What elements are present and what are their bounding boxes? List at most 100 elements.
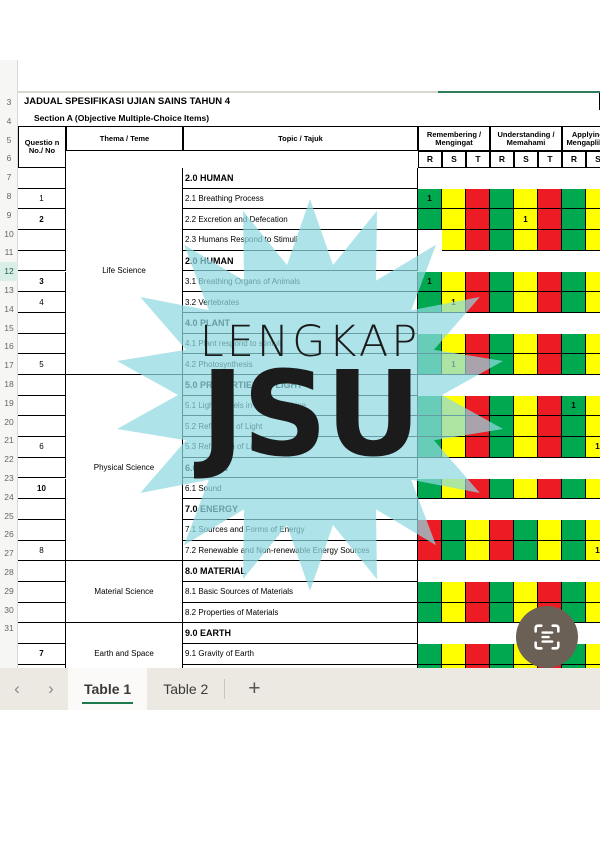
cell-taxonomy-7[interactable] [586, 188, 600, 210]
cell-taxonomy-2[interactable] [466, 250, 490, 272]
cell-taxonomy-2[interactable] [466, 312, 490, 334]
cell-question-no[interactable]: 7 [18, 644, 66, 665]
cell-topic[interactable]: 7.2 Renewable and Non-renewable Energy S… [183, 540, 418, 562]
cell-topic[interactable]: 2.1 Breathing Process [183, 188, 418, 210]
row-number-gutter[interactable]: 3 4 5 6 7 8 9 10 11 12 13 14 15 16 17 18 19 20 21 22 23 24 25 2… [0, 60, 18, 668]
header-group-understanding[interactable]: Understanding / Memahami [490, 126, 562, 151]
cell-taxonomy-1[interactable] [442, 250, 466, 272]
cell-taxonomy-0[interactable] [418, 499, 442, 520]
cell-taxonomy-5[interactable] [538, 168, 562, 189]
cell-taxonomy-1[interactable] [442, 602, 466, 624]
cell-taxonomy-0[interactable] [418, 292, 442, 313]
cell-taxonomy-3[interactable] [490, 561, 514, 582]
cell-taxonomy-4[interactable] [514, 333, 538, 355]
cell-taxonomy-6[interactable] [562, 292, 586, 313]
cell-question-no[interactable] [18, 623, 66, 645]
cell-taxonomy-6[interactable] [562, 582, 586, 603]
cell-taxonomy-0[interactable] [418, 395, 442, 417]
cell-taxonomy-3[interactable] [490, 437, 514, 458]
cell-taxonomy-2[interactable] [466, 540, 490, 562]
cell-taxonomy-4[interactable] [514, 519, 538, 541]
cell-taxonomy-4[interactable]: 1 [514, 209, 538, 231]
cell-taxonomy-7[interactable] [586, 519, 600, 541]
cell-topic[interactable]: 4.1 Plant respond to stimuli [183, 333, 418, 355]
cell-taxonomy-7[interactable] [586, 292, 600, 313]
row-number[interactable]: 24 [4, 491, 14, 502]
cell-taxonomy-1[interactable]: 1 [442, 292, 466, 313]
cell-taxonomy-5[interactable] [538, 312, 562, 334]
cell-topic[interactable]: 9.0 EARTH [183, 623, 418, 645]
cell-taxonomy-7[interactable] [586, 416, 600, 438]
cell-taxonomy-2[interactable] [466, 561, 490, 582]
cell-taxonomy-4[interactable] [514, 457, 538, 479]
cell-taxonomy-0[interactable] [418, 333, 442, 355]
cell-taxonomy-6[interactable] [562, 416, 586, 438]
cell-taxonomy-4[interactable] [514, 499, 538, 520]
cell-taxonomy-2[interactable] [466, 395, 490, 417]
cell-taxonomy-3[interactable] [490, 519, 514, 541]
cell-taxonomy-3[interactable] [490, 230, 514, 251]
cell-taxonomy-0[interactable] [418, 437, 442, 458]
cell-taxonomy-2[interactable] [466, 188, 490, 210]
cell-question-no[interactable] [18, 602, 66, 624]
cell-taxonomy-5[interactable] [538, 395, 562, 417]
cell-taxonomy-7[interactable] [586, 333, 600, 355]
table-row[interactable]: 2.0 HUMAN [18, 168, 600, 189]
cell-taxonomy-0[interactable] [418, 623, 442, 645]
cell-question-no[interactable] [18, 582, 66, 603]
cell-question-no[interactable]: 4 [18, 292, 66, 313]
row-number[interactable]: 8 [6, 191, 12, 201]
cell-taxonomy-3[interactable] [490, 395, 514, 417]
cell-taxonomy-2[interactable] [466, 354, 490, 375]
header-question-no[interactable]: Questio n No./ No [18, 126, 66, 168]
cell-taxonomy-2[interactable] [466, 499, 490, 520]
cell-question-no[interactable] [18, 519, 66, 541]
cell-taxonomy-3[interactable] [490, 354, 514, 375]
cell-taxonomy-7[interactable] [586, 602, 600, 624]
cell-taxonomy-2[interactable] [466, 168, 490, 189]
cell-taxonomy-0[interactable] [418, 561, 442, 582]
cell-taxonomy-5[interactable] [538, 271, 562, 293]
header-sub-t1[interactable]: T [466, 151, 490, 168]
cell-taxonomy-6[interactable] [562, 209, 586, 231]
cell-taxonomy-0[interactable] [418, 457, 442, 479]
cell-taxonomy-5[interactable] [538, 499, 562, 520]
cell-taxonomy-5[interactable] [538, 416, 562, 438]
cell-taxonomy-7[interactable] [586, 664, 600, 668]
row-number[interactable]: 26 [4, 529, 14, 540]
cell-taxonomy-2[interactable] [466, 333, 490, 355]
cell-taxonomy-6[interactable] [562, 168, 586, 189]
cell-taxonomy-1[interactable] [442, 312, 466, 334]
row-number[interactable]: 25 [4, 510, 14, 521]
cell-question-no[interactable]: 8 [18, 540, 66, 562]
cell-taxonomy-5[interactable] [538, 582, 562, 603]
cell-taxonomy-3[interactable] [490, 664, 514, 668]
cell-taxonomy-2[interactable] [466, 519, 490, 541]
cell-taxonomy-2[interactable] [466, 271, 490, 293]
cell-question-no[interactable]: 5 [18, 354, 66, 375]
cell-taxonomy-2[interactable] [466, 292, 490, 313]
row-number[interactable]: 10 [4, 228, 14, 239]
cell-question-no[interactable] [18, 395, 66, 417]
cell-question-no[interactable] [18, 375, 66, 396]
cell-question-no[interactable] [18, 168, 66, 189]
header-topic[interactable]: Topic / Tajuk [183, 126, 418, 151]
cell-taxonomy-0[interactable] [418, 416, 442, 438]
cell-question-no[interactable]: 6 [18, 437, 66, 458]
cell-question-no[interactable]: 2 [18, 209, 66, 231]
cell-taxonomy-7[interactable] [586, 561, 600, 582]
cell-taxonomy-6[interactable] [562, 333, 586, 355]
cell-taxonomy-3[interactable] [490, 188, 514, 210]
cell-taxonomy-7[interactable] [586, 499, 600, 520]
cell-taxonomy-2[interactable] [466, 644, 490, 665]
cell-topic[interactable]: 5.3 Refraction of Light [183, 437, 418, 458]
cell-taxonomy-7[interactable]: 1 [586, 437, 600, 458]
cell-taxonomy-5[interactable] [538, 540, 562, 562]
cell-taxonomy-4[interactable] [514, 478, 538, 500]
cell-taxonomy-7[interactable] [586, 623, 600, 645]
cell-taxonomy-5[interactable] [538, 519, 562, 541]
header-group-applying[interactable]: Applying / Mengaplikasi [562, 126, 600, 151]
cell-taxonomy-3[interactable] [490, 312, 514, 334]
cell-taxonomy-4[interactable] [514, 375, 538, 396]
cell-question-no[interactable] [18, 230, 66, 251]
